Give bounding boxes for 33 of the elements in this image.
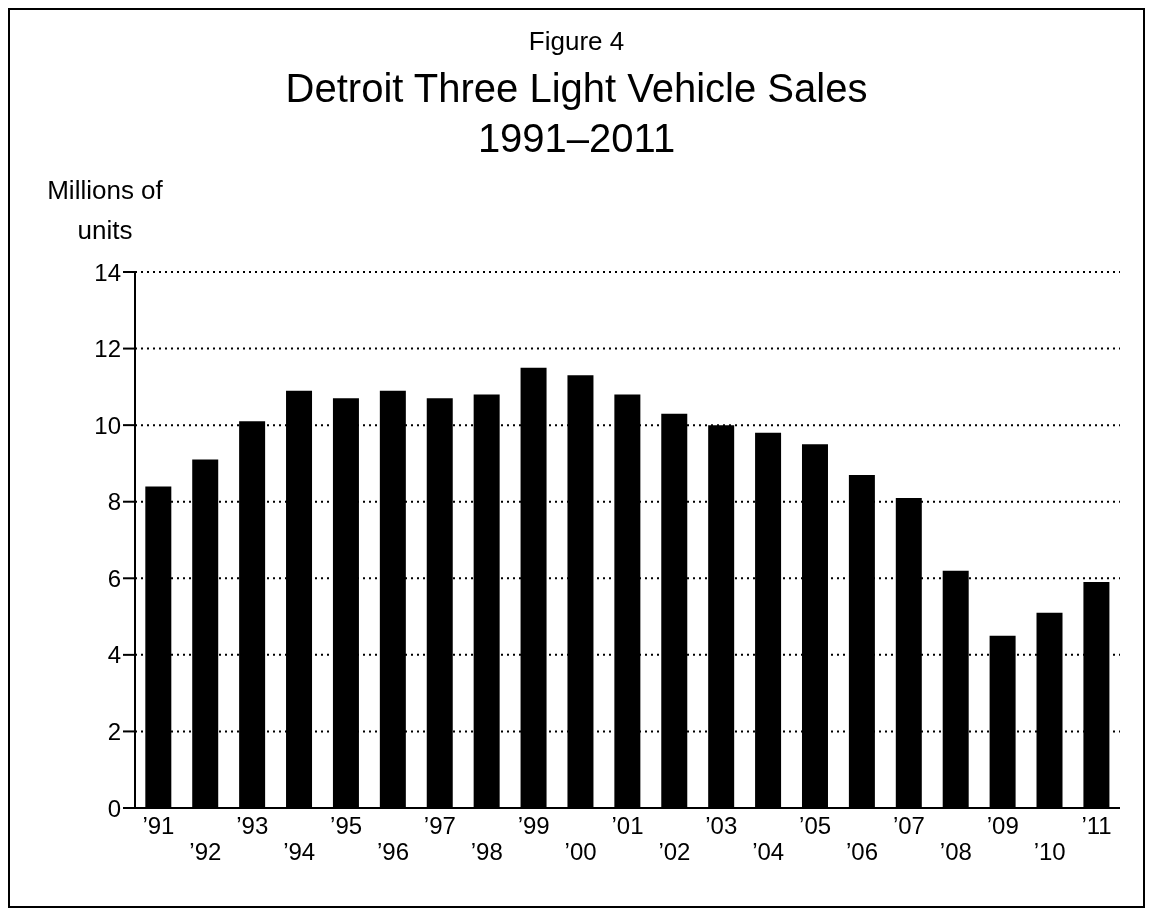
y-tick-label: 12 (94, 335, 121, 363)
x-tick-label: ’08 (939, 838, 972, 865)
x-tick-label: ’10 (1033, 838, 1066, 865)
x-tick-label: ’11 (1081, 812, 1112, 839)
caption: Figure 4 (527, 26, 626, 57)
x-tick-label: ’00 (564, 838, 597, 865)
y-tick-label: 2 (107, 717, 121, 745)
y-tick-label: 6 (107, 564, 121, 592)
y-tick-label: 4 (107, 641, 121, 669)
x-tick-label: ’06 (846, 838, 879, 865)
x-tick-label: ’04 (752, 838, 785, 865)
chart-title: Detroit Three Light Vehicle Sales (284, 66, 869, 111)
x-tick-label: ’92 (189, 838, 222, 865)
x-tick-label: ’03 (705, 812, 738, 839)
x-tick-label: ’99 (517, 812, 550, 839)
x-tick-label: ’01 (611, 812, 644, 839)
x-tick-label: ’91 (142, 812, 175, 839)
x-tick-label: ’05 (799, 812, 832, 839)
y-axis-title: Millions of units (46, 174, 164, 247)
y-tick-label: 14 (94, 258, 121, 286)
y-tick-label: 10 (94, 411, 121, 439)
x-tick-label: ’96 (376, 838, 409, 865)
chart-subtitle: 1991–2011 (476, 116, 677, 161)
x-tick-label: ’97 (423, 812, 456, 839)
y-tick-label: 0 (107, 794, 121, 822)
x-tick-label: ’94 (283, 838, 316, 865)
x-tick-label: ’98 (470, 838, 503, 865)
x-tick-label: ’93 (236, 812, 269, 839)
y-tick-label: 8 (107, 488, 121, 516)
x-tick-label: ’09 (986, 812, 1019, 839)
x-tick-label: ’95 (330, 812, 363, 839)
x-tick-label: ’02 (658, 838, 691, 865)
x-tick-label: ’07 (892, 812, 925, 839)
